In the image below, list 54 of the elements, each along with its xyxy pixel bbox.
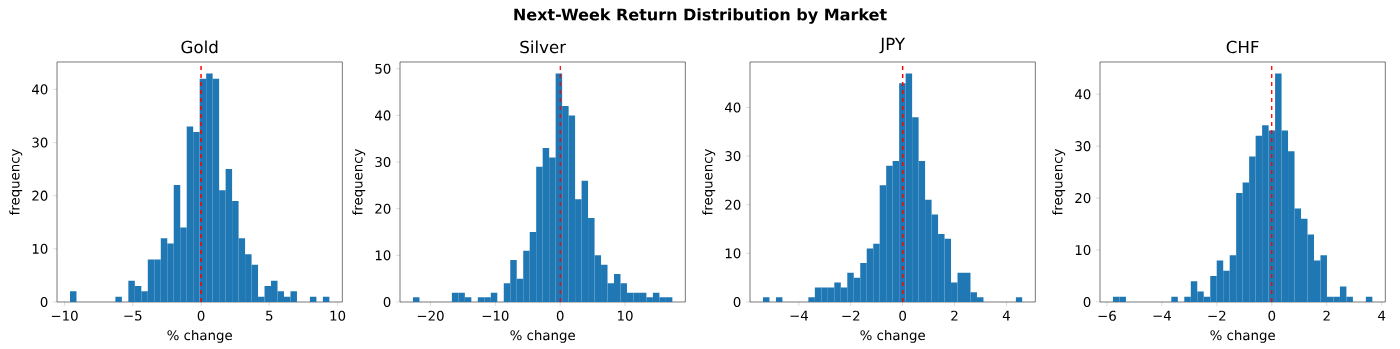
y-tick-label: 0 (1083, 296, 1091, 308)
x-tick-label: −10 (482, 310, 509, 321)
x-axis-title: % change (1210, 329, 1275, 343)
y-tick-label: 30 (725, 151, 741, 162)
x-tick-label: 10 (330, 310, 346, 321)
x-tick-label: −2 (1208, 310, 1226, 321)
x-tick-label: 10 (618, 310, 633, 321)
x-tick-label: 0 (1268, 310, 1276, 321)
y-tick-label: 30 (32, 137, 48, 148)
y-tick-label: 30 (1075, 141, 1091, 152)
x-tick-label: 0 (556, 310, 564, 321)
y-axis-title: frequency (352, 148, 366, 216)
x-tick-label: −10 (51, 310, 78, 321)
y-tick-label: 0 (383, 296, 391, 308)
y-tick-label: 40 (724, 102, 741, 113)
x-tick-label: −4 (1153, 310, 1171, 321)
y-tick-label: 10 (725, 248, 741, 259)
y-tick-label: 40 (1074, 89, 1091, 100)
y-tick-label: 20 (32, 190, 48, 201)
x-tick-label: 0 (197, 310, 205, 321)
x-tick-label: 4 (1002, 310, 1010, 321)
x-tick-label: 4 (1378, 310, 1386, 321)
x-tick-label: −5 (124, 310, 142, 321)
x-tick-label: −6 (1098, 310, 1116, 321)
chart-title: Gold (181, 40, 218, 54)
y-tick-label: 10 (32, 243, 48, 254)
y-tick-label: 40 (31, 84, 48, 95)
x-tick-label: 0 (899, 310, 907, 321)
x-axis-title: % change (510, 329, 575, 343)
x-tick-label: 2 (1323, 310, 1330, 321)
text: Next-Week Return Distribution by Market (514, 8, 887, 24)
x-tick-label: 5 (266, 310, 273, 321)
y-tick-label: 40 (374, 110, 391, 121)
y-axis-title: frequency (702, 148, 716, 216)
y-tick-label: 10 (1075, 244, 1091, 256)
x-tick-label: −2 (842, 310, 860, 321)
x-tick-label: −20 (417, 310, 444, 321)
y-tick-label: 30 (375, 156, 391, 168)
y-tick-label: 20 (725, 199, 741, 210)
x-axis-title: % change (860, 329, 925, 343)
chart-title: JPY (879, 37, 906, 54)
y-tick-label: 20 (1075, 193, 1091, 204)
y-tick-label: 0 (40, 296, 48, 308)
x-tick-label: 2 (951, 310, 958, 321)
y-axis-title: frequency (9, 148, 23, 216)
y-tick-label: 10 (375, 250, 391, 261)
x-tick-label: −4 (790, 310, 808, 321)
x-axis-title: % change (167, 329, 232, 343)
y-tick-label: 50 (375, 63, 391, 74)
chart-title: CHF (1226, 40, 1259, 54)
y-tick-label: 20 (375, 203, 391, 214)
y-tick-label: 0 (733, 296, 741, 308)
y-axis-title: frequency (1052, 148, 1066, 216)
chart-title: Silver (520, 40, 567, 54)
